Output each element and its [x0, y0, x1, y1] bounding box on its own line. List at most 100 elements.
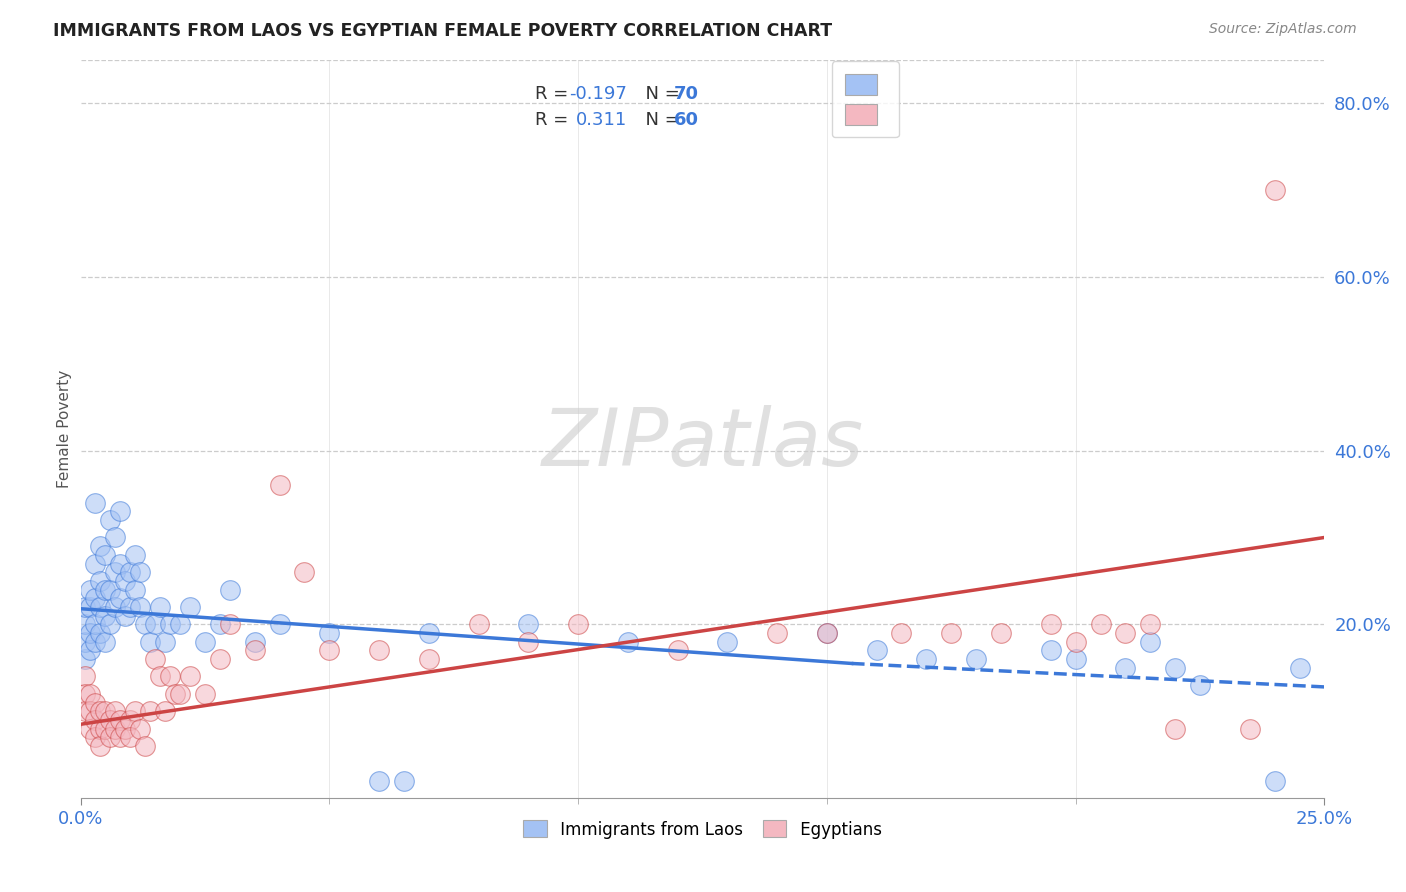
Point: [815, 626, 838, 640]
Point: [94, 634, 117, 648]
Point: [134, 739, 156, 753]
Point: [98, 617, 121, 632]
Point: [990, 626, 1012, 640]
Point: [89, 704, 111, 718]
Point: [1139, 634, 1161, 648]
Point: [75, 669, 97, 683]
Point: [114, 574, 136, 588]
Point: [1039, 643, 1062, 657]
Point: [666, 643, 689, 657]
Point: [110, 713, 132, 727]
Point: [84, 634, 107, 648]
Point: [75, 599, 97, 614]
Point: [84, 713, 107, 727]
Point: [134, 617, 156, 632]
Point: [1064, 634, 1087, 648]
Point: [94, 582, 117, 597]
Point: [218, 582, 240, 597]
Point: [75, 704, 97, 718]
Point: [104, 531, 127, 545]
Point: [104, 704, 127, 718]
Point: [1288, 661, 1310, 675]
Point: [1264, 183, 1286, 197]
Point: [1090, 617, 1112, 632]
Point: [865, 643, 887, 657]
Point: [98, 582, 121, 597]
Point: [84, 617, 107, 632]
Point: [617, 634, 640, 648]
Text: N =: N =: [634, 112, 686, 129]
Point: [143, 652, 166, 666]
Point: [1239, 722, 1261, 736]
Point: [169, 687, 191, 701]
Point: [94, 704, 117, 718]
Point: [79, 599, 101, 614]
Point: [467, 617, 489, 632]
Point: [418, 626, 440, 640]
Point: [965, 652, 987, 666]
Point: [766, 626, 789, 640]
Point: [243, 643, 266, 657]
Point: [139, 704, 162, 718]
Point: [139, 634, 162, 648]
Point: [1164, 722, 1187, 736]
Text: Source: ZipAtlas.com: Source: ZipAtlas.com: [1209, 22, 1357, 37]
Point: [79, 704, 101, 718]
Point: [120, 713, 142, 727]
Point: [79, 643, 101, 657]
Point: [79, 626, 101, 640]
Text: 0.311: 0.311: [575, 112, 627, 129]
Legend:  Immigrants from Laos,  Egyptians: Immigrants from Laos, Egyptians: [516, 814, 889, 846]
Text: R =: R =: [534, 112, 579, 129]
Point: [84, 557, 107, 571]
Point: [84, 696, 107, 710]
Point: [75, 652, 97, 666]
Point: [75, 617, 97, 632]
Point: [915, 652, 938, 666]
Text: 70: 70: [673, 86, 699, 103]
Point: [567, 617, 589, 632]
Point: [890, 626, 912, 640]
Point: [110, 731, 132, 745]
Point: [1039, 617, 1062, 632]
Point: [110, 504, 132, 518]
Text: R =: R =: [534, 86, 574, 103]
Point: [129, 722, 152, 736]
Point: [159, 617, 181, 632]
Point: [1064, 652, 1087, 666]
Point: [153, 634, 176, 648]
Point: [716, 634, 738, 648]
Point: [368, 773, 391, 788]
Point: [194, 687, 217, 701]
Point: [269, 478, 291, 492]
Point: [94, 548, 117, 562]
Point: [75, 687, 97, 701]
Point: [94, 608, 117, 623]
Point: [120, 599, 142, 614]
Point: [159, 669, 181, 683]
Point: [124, 582, 146, 597]
Point: [243, 634, 266, 648]
Point: [124, 548, 146, 562]
Point: [89, 722, 111, 736]
Point: [1264, 773, 1286, 788]
Point: [179, 599, 201, 614]
Point: [368, 643, 391, 657]
Point: [218, 617, 240, 632]
Point: [120, 566, 142, 580]
Text: -0.197: -0.197: [569, 86, 627, 103]
Point: [1164, 661, 1187, 675]
Point: [129, 599, 152, 614]
Point: [114, 722, 136, 736]
Point: [517, 634, 540, 648]
Point: [208, 617, 231, 632]
Point: [110, 557, 132, 571]
Point: [98, 513, 121, 527]
Point: [153, 704, 176, 718]
Point: [194, 634, 217, 648]
Point: [169, 617, 191, 632]
Point: [149, 669, 172, 683]
Point: [110, 591, 132, 606]
Point: [114, 608, 136, 623]
Point: [392, 773, 415, 788]
